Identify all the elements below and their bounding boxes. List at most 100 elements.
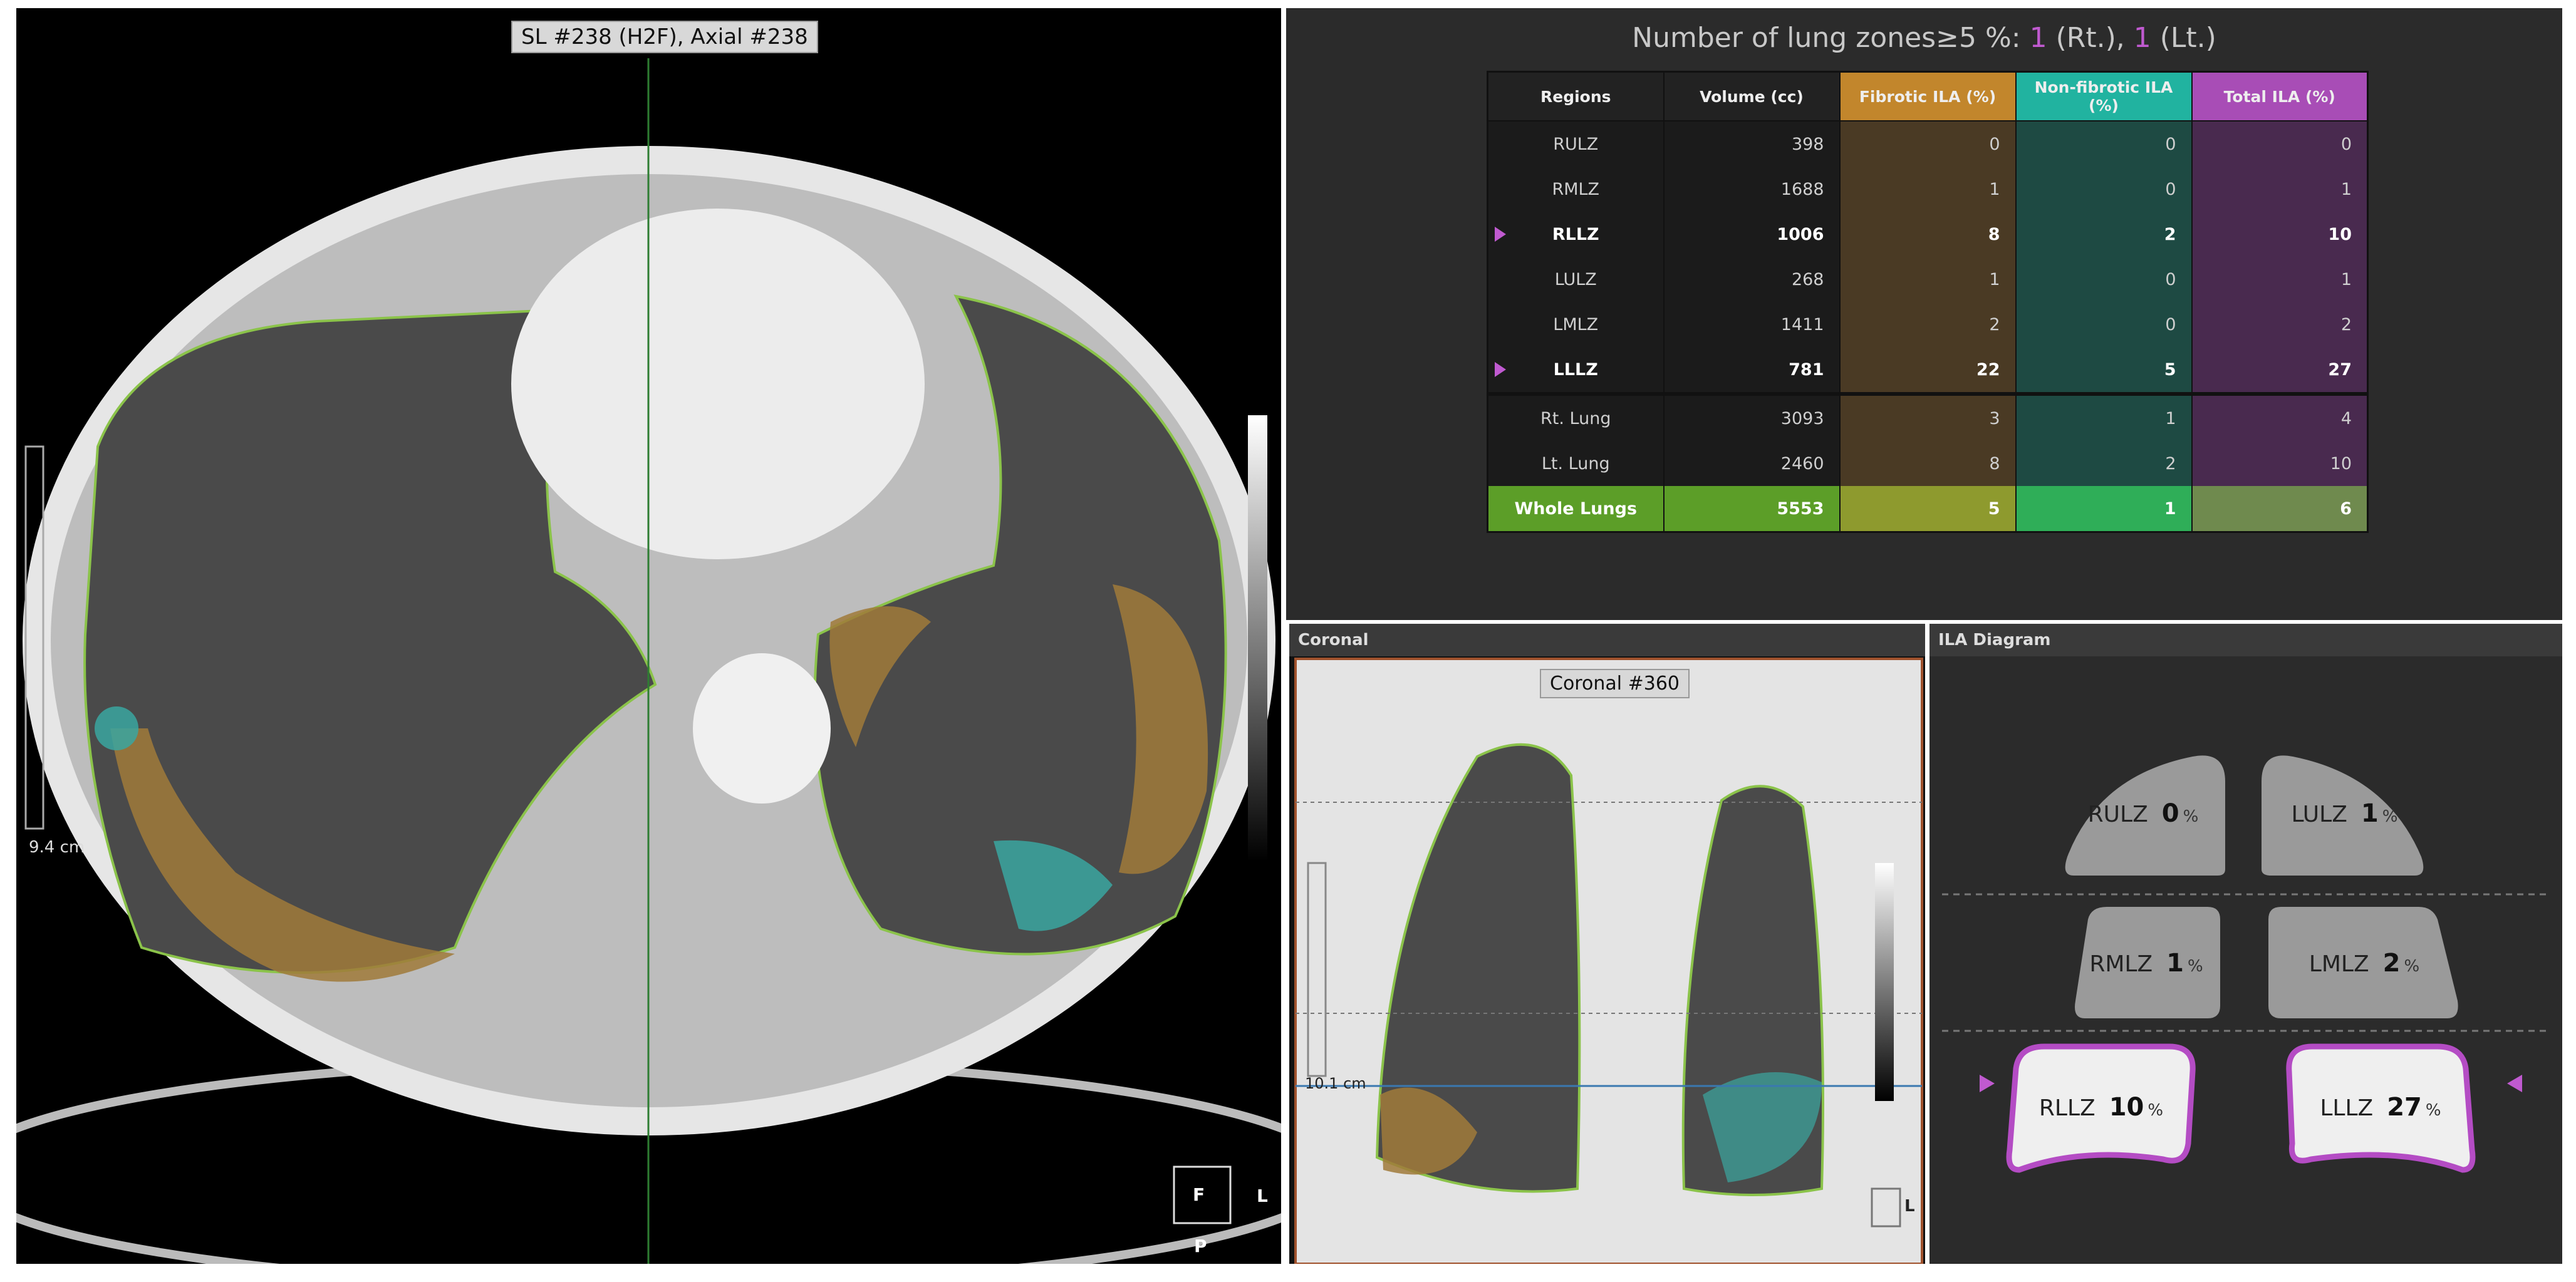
value-cell: 0 <box>2015 121 2192 167</box>
region-cell: RMLZ <box>1487 167 1664 212</box>
zone-shape <box>2006 1043 2196 1173</box>
table-row: LULZ 268 1 0 1 <box>1487 257 2368 302</box>
zone-value: 1 <box>2361 799 2379 828</box>
zone-unit: % <box>2404 957 2419 976</box>
zone-text: LLLZ 27% <box>2320 1093 2441 1122</box>
gray-scale-bar <box>1248 415 1267 862</box>
lung-zone: RLLZ 10% <box>2006 1043 2196 1173</box>
fibrotic-area <box>1113 584 1208 874</box>
ila-diagram-panel: ILA Diagram RULZ 0% LULZ 1% RMLZ 1% LMLZ 2% RLLZ… <box>1929 624 2562 1264</box>
spine <box>693 653 831 804</box>
value-cell: 2 <box>2191 302 2368 347</box>
value-cell: 1 <box>2015 392 2192 441</box>
side-marker: L <box>1257 1186 1268 1206</box>
zone-text: RLLZ 10% <box>2039 1093 2163 1122</box>
value-cell: 2 <box>2015 212 2192 257</box>
right-lung <box>83 307 657 974</box>
side-marker: L <box>1904 1197 1915 1216</box>
lung-zone: LULZ 1% <box>2262 755 2424 876</box>
axial-view[interactable]: SL #238 (H2F), Axial #238 9.4 cm F L P <box>16 8 1281 1264</box>
slice-label: Coronal #360 <box>1540 669 1690 698</box>
column-header: Regions <box>1487 71 1665 121</box>
zone-unit: % <box>2382 807 2398 826</box>
value-cell: 10 <box>2191 212 2368 257</box>
value-cell: 0 <box>2015 167 2192 212</box>
orientation-marker: F <box>1193 1184 1205 1205</box>
column-header: Volume (cc) <box>1663 71 1841 121</box>
orientation-box <box>1871 1187 1901 1228</box>
zone-shape <box>2286 1043 2476 1173</box>
scale-label: 9.4 cm <box>29 838 85 857</box>
zone-text: LULZ 1% <box>2292 799 2398 828</box>
table-row: RMLZ 1688 1 0 1 <box>1487 167 2368 212</box>
value-cell: 5 <box>1839 486 2016 532</box>
coronal-panel[interactable]: Coronal Coronal #360 10.1 cm L <box>1289 624 1925 1264</box>
value-cell: 398 <box>1663 121 1840 167</box>
flag-arrow-shape <box>1495 227 1506 242</box>
fibrotic-area <box>110 728 455 982</box>
region-cell: LULZ <box>1487 257 1664 302</box>
ruler <box>24 445 44 830</box>
fibrotic-area <box>829 606 931 747</box>
zone-label: LMLZ <box>2309 951 2369 977</box>
summary-panel: Number of lung zones≥5 %: 1 (Rt.), 1 (Lt… <box>1286 8 2562 620</box>
flag-arrow-shape <box>1495 362 1506 377</box>
zone-value: 10 <box>2109 1093 2144 1122</box>
region-cell: RULZ <box>1487 121 1664 167</box>
table-row: Rt. Lung 3093 3 1 4 <box>1487 392 2368 441</box>
table-row: LLLZ 781 22 5 27 <box>1487 347 2368 394</box>
value-cell: 10 <box>2191 441 2368 486</box>
value-cell: 2 <box>1839 302 2016 347</box>
table-row: RULZ 398 0 0 0 <box>1487 121 2368 167</box>
zone-shape <box>2268 907 2458 1018</box>
axial-image <box>16 58 1281 1264</box>
zone-text: LMLZ 2% <box>2309 949 2419 978</box>
panel-header: Coronal <box>1289 624 1925 656</box>
value-cell: 781 <box>1663 347 1840 394</box>
orientation-box <box>1173 1166 1232 1224</box>
value-cell: 22 <box>1839 347 2016 394</box>
ila-table: Regions Volume (cc) Fibrotic ILA (%) Non-fi… <box>1487 71 2369 533</box>
panel-title: ILA Diagram <box>1938 631 2051 649</box>
table-row: Whole Lungs 5553 5 1 6 <box>1487 486 2368 532</box>
ruler <box>1307 862 1327 1077</box>
non-fibrotic-area <box>1703 1072 1822 1182</box>
scale-label: 10.1 cm <box>1305 1075 1366 1092</box>
value-cell: 1006 <box>1663 212 1840 257</box>
value-cell: 4 <box>2191 392 2368 441</box>
lung-zone: RMLZ 1% <box>2075 907 2220 1018</box>
value-cell: 1411 <box>1663 302 1840 347</box>
right-lung <box>1375 743 1581 1193</box>
zone-value: 1 <box>2166 949 2184 978</box>
value-cell: 0 <box>2015 257 2192 302</box>
gray-scale-bar <box>1875 863 1894 1101</box>
value-cell: 1 <box>2015 486 2192 532</box>
slice-label: SL #238 (H2F), Axial #238 <box>511 21 818 53</box>
summary-label: Number of lung zones≥5 %: <box>1632 22 2021 54</box>
coronal-image <box>1289 656 1925 1264</box>
zone-unit: % <box>2426 1101 2441 1120</box>
panel-title: Coronal <box>1298 631 1369 649</box>
value-cell: 2460 <box>1663 441 1840 486</box>
non-fibrotic-area <box>95 706 138 750</box>
value-cell: 1 <box>2191 167 2368 212</box>
zone-shape <box>2065 755 2225 876</box>
value-cell: 5 <box>2015 347 2192 394</box>
value-cell: 1688 <box>1663 167 1840 212</box>
region-cell: Whole Lungs <box>1487 486 1664 532</box>
zone-shape <box>2262 755 2424 876</box>
value-cell: 8 <box>1839 441 2016 486</box>
flag-arrow <box>2507 1075 2522 1092</box>
zone-value: 0 <box>2162 799 2179 828</box>
value-cell: 27 <box>2191 347 2368 394</box>
value-cell: 3 <box>1839 392 2016 441</box>
zone-label: RLLZ <box>2039 1095 2096 1121</box>
zone-unit: % <box>2148 1101 2163 1120</box>
table-row: RLLZ 1006 8 2 10 <box>1487 212 2368 257</box>
lt-side: (Lt.) <box>2159 22 2216 54</box>
zone-text: RULZ 0% <box>2088 799 2199 828</box>
zone-label: RMLZ <box>2089 951 2153 977</box>
zone-label: LULZ <box>2292 802 2347 827</box>
zone-label: RULZ <box>2088 802 2148 827</box>
